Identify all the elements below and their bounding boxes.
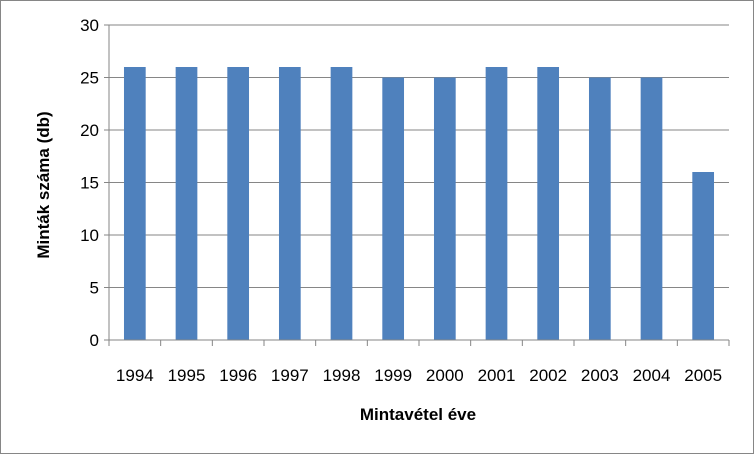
x-tick-label: 2003: [581, 366, 619, 385]
x-tick-label: 2000: [426, 366, 464, 385]
x-tick-label: 1996: [219, 366, 257, 385]
y-tick-labels: 0 5 10 15 20 25 30: [80, 16, 99, 350]
y-axis-title: Minták száma (db): [34, 111, 53, 258]
bar-2001: [485, 67, 508, 340]
y-tick-label: 10: [80, 226, 99, 245]
gridlines: [109, 24, 729, 288]
bar-2004: [640, 77, 663, 340]
bar-2005: [692, 172, 715, 340]
y-tick-label: 25: [80, 69, 99, 88]
y-tick-label: 15: [80, 174, 99, 193]
x-tick-label: 2001: [478, 366, 516, 385]
bar-2003: [588, 77, 611, 340]
x-tick-label: 2002: [529, 366, 567, 385]
x-tick-label: 1997: [271, 366, 309, 385]
y-tick-label: 0: [90, 331, 99, 350]
bar-1996: [227, 67, 250, 340]
y-tick-label: 5: [90, 279, 99, 298]
bar-2002: [537, 67, 560, 340]
x-axis-title: Mintavétel éve: [360, 405, 476, 424]
bar-2000: [433, 77, 456, 340]
x-tick-labels: 1994 1995 1996 1997 1998 1999 2000 2001 2002 2003…: [116, 366, 722, 385]
bar-1997: [278, 67, 301, 340]
x-tick-label: 1998: [323, 366, 361, 385]
bar-1999: [382, 77, 405, 340]
x-tick-label: 1999: [374, 366, 412, 385]
x-tick-label: 1995: [168, 366, 206, 385]
bar-1994: [123, 67, 146, 340]
axes: [104, 24, 730, 346]
bars: [123, 67, 715, 340]
y-tick-label: 20: [80, 121, 99, 140]
bar-1998: [330, 67, 353, 340]
y-tick-label: 30: [80, 16, 99, 35]
bar-1995: [175, 67, 198, 340]
x-tick-label: 2005: [684, 366, 722, 385]
x-tick-label: 1994: [116, 366, 154, 385]
x-tick-label: 2004: [633, 366, 671, 385]
